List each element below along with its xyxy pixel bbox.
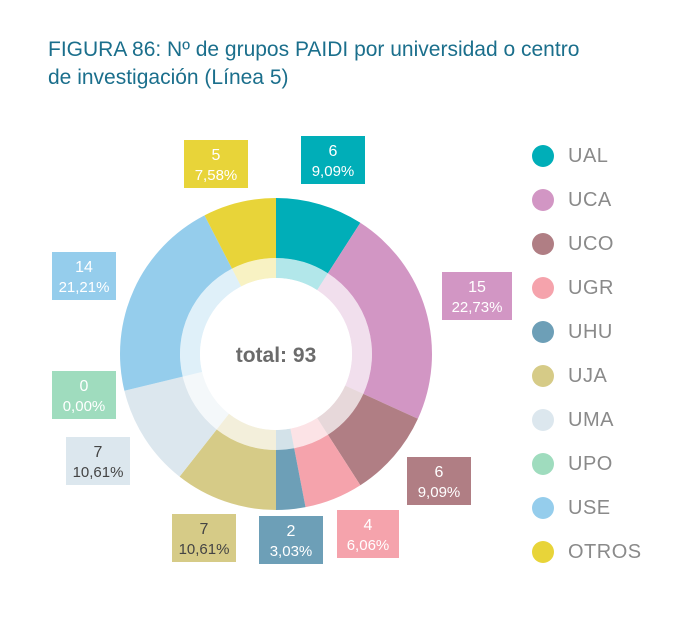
inner-ring-uja: [216, 413, 276, 450]
data-label-value-otros: 5: [212, 147, 221, 164]
donut-hole: [200, 278, 352, 430]
data-label-percent-ual: 9,09%: [312, 163, 355, 180]
legend-swatch-uco: [532, 233, 554, 255]
legend-swatch-use: [532, 497, 554, 519]
slice-uhu: [276, 448, 306, 510]
legend-item-uhu: UHU: [532, 310, 642, 354]
data-label-box-upo: [52, 371, 116, 419]
legend-swatch-ugr: [532, 277, 554, 299]
data-label-box-otros: [184, 140, 248, 188]
data-label-percent-otros: 7,58%: [195, 167, 238, 184]
inner-ring-uma: [182, 371, 230, 430]
data-label-box-ual: [301, 136, 365, 184]
inner-ring-uca: [317, 273, 372, 394]
slice-uco: [327, 393, 418, 486]
legend-item-uca: UCA: [532, 178, 642, 222]
data-label-value-ugr: 4: [364, 517, 373, 534]
legend-label-uco: UCO: [568, 232, 614, 255]
legend-swatch-otros: [532, 541, 554, 563]
inner-ring-uhu: [276, 428, 295, 450]
slice-otros: [204, 198, 276, 269]
legend-item-uja: UJA: [532, 354, 642, 398]
inner-ring-uco: [317, 385, 364, 435]
slice-uma: [124, 376, 217, 477]
slice-uca: [327, 222, 432, 419]
data-label-box-uco: [407, 457, 471, 505]
data-label-percent-ugr: 6,06%: [347, 537, 390, 554]
inner-ring-otros: [232, 258, 276, 287]
legend-label-uma: UMA: [568, 408, 614, 431]
data-label-value-upo: 0: [80, 378, 89, 395]
legend-item-upo: UPO: [532, 442, 642, 486]
data-label-box-uja: [172, 514, 236, 562]
legend-swatch-uca: [532, 189, 554, 211]
data-label-value-uja: 7: [200, 521, 209, 538]
legend-swatch-uja: [532, 365, 554, 387]
slice-uja: [179, 429, 276, 510]
legend-swatch-uma: [532, 409, 554, 431]
inner-ring-use: [180, 268, 242, 377]
data-label-box-ugr: [337, 510, 399, 558]
data-label-value-uma: 7: [94, 444, 103, 461]
data-label-percent-uca: 22,73%: [452, 299, 503, 316]
legend-item-ugr: UGR: [532, 266, 642, 310]
legend-label-otros: OTROS: [568, 540, 642, 563]
legend-swatch-uhu: [532, 321, 554, 343]
slice-ual: [276, 198, 361, 274]
legend-label-uca: UCA: [568, 188, 612, 211]
legend-swatch-ual: [532, 145, 554, 167]
data-label-box-use: [52, 252, 116, 300]
chart-title-line-2: de investigación (Línea 5): [48, 66, 289, 89]
inner-ring-ual: [276, 258, 328, 291]
chart-title-line-1: FIGURA 86: Nº de grupos PAIDI por univer…: [48, 38, 580, 61]
legend-swatch-upo: [532, 453, 554, 475]
legend-label-ugr: UGR: [568, 276, 614, 299]
legend-label-upo: UPO: [568, 452, 613, 475]
chart-title: FIGURA 86: Nº de grupos PAIDI por univer…: [48, 36, 668, 92]
legend-item-otros: OTROS: [532, 530, 642, 574]
legend-label-ual: UAL: [568, 144, 609, 167]
data-label-percent-uco: 9,09%: [418, 484, 461, 501]
legend-item-uma: UMA: [532, 398, 642, 442]
data-label-box-uhu: [259, 516, 323, 564]
chart-legend: UAL UCA UCO UGR UHU UJA UMA UPO USE OTROS: [532, 134, 642, 574]
data-label-percent-uma: 10,61%: [73, 464, 124, 481]
slice-ugr: [294, 434, 361, 508]
data-label-value-uca: 15: [468, 279, 486, 296]
data-label-value-uco: 6: [435, 464, 444, 481]
total-label: total: 93: [236, 344, 317, 367]
legend-label-use: USE: [568, 496, 611, 519]
data-label-percent-uhu: 3,03%: [270, 543, 313, 560]
data-label-percent-use: 21,21%: [59, 279, 110, 296]
legend-label-uhu: UHU: [568, 320, 613, 343]
legend-item-use: USE: [532, 486, 642, 530]
data-label-box-uma: [66, 437, 130, 485]
slice-use: [120, 215, 233, 391]
legend-item-ual: UAL: [532, 134, 642, 178]
data-label-value-use: 14: [75, 259, 93, 276]
data-label-value-ual: 6: [329, 143, 338, 160]
legend-item-uco: UCO: [532, 222, 642, 266]
data-label-percent-uja: 10,61%: [179, 541, 230, 558]
legend-label-uja: UJA: [568, 364, 608, 387]
data-label-box-uca: [442, 272, 512, 320]
data-label-percent-upo: 0,00%: [63, 398, 106, 415]
inner-ring-ugr: [290, 417, 328, 449]
data-label-value-uhu: 2: [287, 523, 296, 540]
